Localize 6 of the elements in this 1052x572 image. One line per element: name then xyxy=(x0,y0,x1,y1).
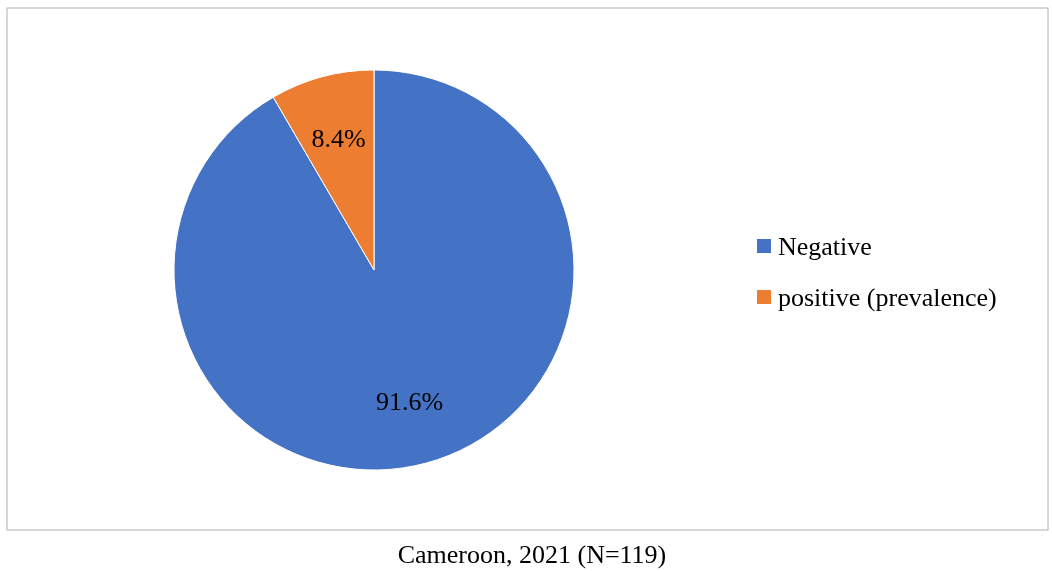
pie-slice xyxy=(173,69,575,471)
legend-label: Negative xyxy=(778,231,872,261)
data-label: 91.6% xyxy=(375,386,444,416)
data-label: 8.4% xyxy=(311,124,366,154)
legend-label: positive (prevalence) xyxy=(778,282,997,312)
text: Cameroon, 2021 (N=119) xyxy=(397,539,667,569)
